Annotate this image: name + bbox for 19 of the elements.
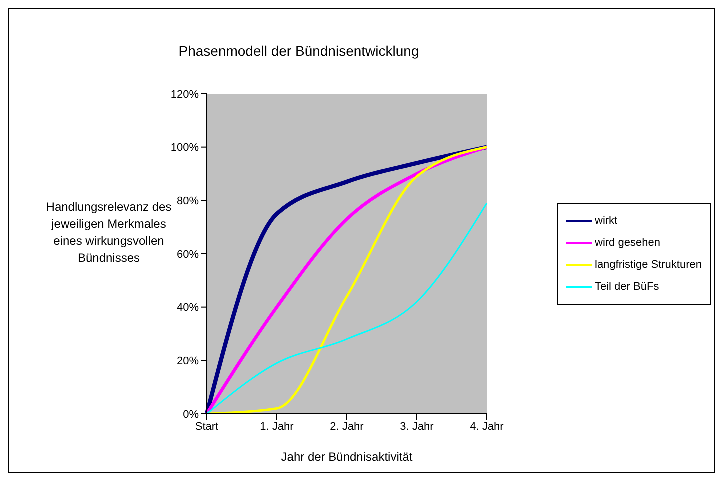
y-tick-label: 20% xyxy=(176,356,200,368)
x-tick-label: 3. Jahr xyxy=(400,420,434,433)
y-tick-label: 100% xyxy=(170,142,200,154)
chart-title: Phasenmodell der Bündnisentwicklung xyxy=(178,43,420,59)
y-tick-label: 60% xyxy=(176,248,200,261)
y-tick-label: 0% xyxy=(183,408,200,421)
x-tick-label: Start xyxy=(195,420,219,433)
x-axis-title: Jahr der Bündnisaktivität xyxy=(281,450,414,464)
x-tick-label: 2. Jahr xyxy=(330,420,364,433)
y-tick-label: 80% xyxy=(176,196,200,208)
y-axis-title: Handlungsrelevanz des jeweiligen Merkmales eines wirkungsvollen Bündnisses xyxy=(46,200,172,265)
y-tick-label: 120% xyxy=(170,88,200,101)
x-tick-label: 1. Jahr xyxy=(260,420,294,433)
legend-label: wird gesehen xyxy=(595,237,660,249)
y-tick-label: 40% xyxy=(176,302,200,314)
legend-label: Teil der BüFs xyxy=(595,281,660,293)
x-tick-label: 4. Jahr xyxy=(470,420,504,433)
legend-label: langfristige Strukturen xyxy=(595,259,702,271)
legend-label: wirkt xyxy=(595,215,618,227)
